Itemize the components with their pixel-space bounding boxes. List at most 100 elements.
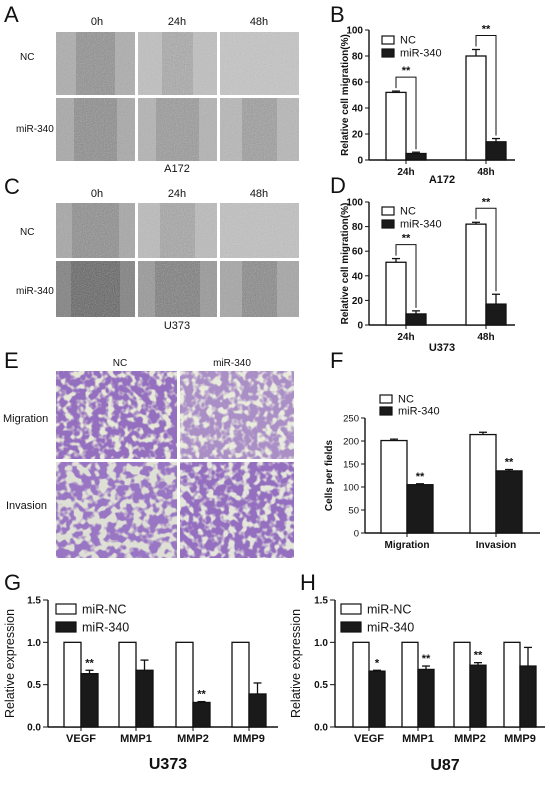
b-y-axis-label: Relative cell migration(%) — [340, 34, 351, 156]
f-y-tick-label: 50 — [348, 506, 359, 517]
e-img-mir-migration — [180, 371, 294, 459]
h-legend-label: miR-340 — [367, 621, 414, 635]
f-sig-label: ** — [416, 471, 425, 483]
b-y-tick-label: 100 — [346, 26, 363, 37]
e-image-grid — [56, 371, 294, 558]
g-legend-swatch — [55, 603, 77, 615]
h-y-tick-label: 1.5 — [314, 596, 328, 607]
d-y-tick-label: 0 — [357, 321, 363, 332]
a-micrograph-grid — [56, 32, 299, 161]
h-x-tick-label: MMP2 — [454, 733, 486, 745]
d-sig-bracket — [395, 244, 417, 308]
b-y-tick-label: 80 — [352, 52, 364, 63]
d-bar-control — [465, 223, 487, 326]
g-bar-control — [118, 641, 137, 728]
d-sig-label: ** — [482, 196, 491, 208]
a-img-nc-48h — [220, 32, 299, 95]
b-y-tick-label: 0 — [357, 156, 363, 167]
a-time-24h: 24h — [168, 16, 186, 28]
e-img-nc-invasion — [56, 462, 177, 558]
b-sig-bracket — [475, 35, 497, 136]
e-row-invasion: Invasion — [6, 500, 47, 512]
d-legend-swatch — [381, 219, 395, 229]
h-bar-control — [453, 641, 471, 728]
b-x-tick-label: 48h — [477, 167, 494, 178]
g-bar-control — [63, 641, 82, 728]
g-y-tick-label: 0.0 — [27, 723, 41, 734]
c-row-nc: NC — [20, 227, 34, 238]
chart-f: 0 50 100 150 200 250 Cells per fields Migration… — [324, 394, 540, 551]
c-cell-line: U373 — [164, 320, 190, 332]
g-bar-control — [175, 641, 194, 728]
b-bar-control — [465, 55, 487, 161]
panel-letter-b: B — [330, 2, 345, 27]
b-x-tick-label: 24h — [397, 167, 414, 178]
f-bar-mir340 — [495, 470, 523, 534]
d-y-tick-label: 80 — [352, 222, 364, 233]
e-col-mir: miR-340 — [213, 358, 251, 369]
g-bar-mir340 — [80, 673, 99, 728]
h-bar-mir340 — [417, 668, 435, 728]
g-bar-mir340 — [135, 669, 154, 728]
c-row-mir: miR-340 — [16, 286, 54, 297]
g-y-tick-label: 0.5 — [27, 680, 41, 691]
b-y-tick-label: 40 — [352, 104, 364, 115]
h-x-tick-label: VEGF — [354, 733, 384, 745]
b-x-axis-label: A172 — [429, 174, 455, 186]
g-bar-control — [231, 641, 250, 728]
d-bar-mir340 — [485, 303, 507, 326]
f-y-tick-label: 150 — [343, 460, 359, 471]
d-y-axis-label: Relative cell migration(%) — [340, 203, 351, 325]
e-img-nc-migration — [56, 371, 177, 459]
f-y-axis-label: Cells per fields — [324, 439, 335, 511]
d-y-tick-label: 60 — [352, 247, 364, 258]
b-y-tick-label: 20 — [352, 130, 364, 141]
d-x-tick-label: 48h — [477, 332, 494, 343]
g-x-tick-label: MMP9 — [233, 733, 265, 745]
a-time-0h: 0h — [91, 16, 103, 28]
d-y-tick-label: 100 — [346, 198, 363, 209]
panel-letter-a: A — [4, 2, 19, 27]
b-bar-mir340 — [405, 152, 427, 161]
g-legend-label: miR-340 — [82, 621, 129, 635]
f-y-tick-label: 100 — [343, 483, 359, 494]
h-bar-mir340 — [368, 670, 386, 728]
h-bar-control — [352, 641, 370, 728]
c-micrograph-grid — [56, 203, 299, 317]
d-legend-label: miR-340 — [400, 219, 442, 231]
f-y-tick-label: 0 — [354, 529, 359, 540]
f-sig-label: ** — [505, 457, 514, 469]
h-legend-swatch — [340, 621, 362, 633]
g-x-tick-label: VEGF — [66, 733, 96, 745]
b-legend-swatch — [381, 35, 395, 45]
h-legend-swatch — [340, 603, 362, 615]
g-x-axis-label: U373 — [149, 756, 187, 773]
d-sig-label: ** — [402, 233, 411, 245]
f-bar-control — [469, 433, 497, 534]
d-bar-control — [385, 261, 407, 326]
g-y-tick-label: 1.0 — [27, 638, 41, 649]
a-img-mir-48h — [220, 98, 299, 161]
b-legend-swatch — [381, 48, 395, 58]
f-bar-control — [380, 439, 408, 534]
f-legend-swatch — [379, 394, 393, 404]
h-bar-mir340 — [519, 665, 537, 728]
b-bar-mir340 — [485, 141, 507, 161]
g-y-tick-label: 1.5 — [27, 596, 41, 607]
g-sig-label: ** — [85, 657, 94, 669]
g-x-tick-label: MMP1 — [120, 733, 152, 745]
h-sig-label: ** — [474, 650, 483, 662]
b-legend-label: NC — [400, 35, 416, 47]
c-time-48h: 48h — [250, 188, 268, 200]
f-bar-mir340 — [406, 484, 434, 534]
c-img-nc-0h — [56, 203, 135, 258]
chart-h: 0.0 0.5 1.0 1.5 Relative expression VEGF * MMP1… — [289, 596, 545, 774]
c-img-mir-0h — [56, 261, 135, 317]
h-y-tick-label: 0.5 — [314, 680, 328, 691]
f-y-tick-label: 250 — [343, 414, 359, 425]
panel-letter-d: D — [330, 173, 346, 198]
h-sig-label: ** — [422, 653, 431, 665]
e-img-mir-invasion — [180, 462, 294, 558]
